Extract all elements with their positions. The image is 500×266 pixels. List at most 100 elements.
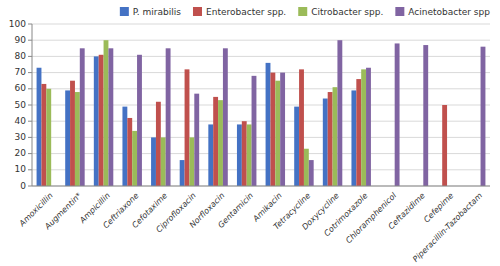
legend-swatch	[298, 7, 307, 16]
y-tick-label: 80	[15, 51, 27, 61]
bar	[151, 137, 156, 186]
bar	[161, 137, 166, 186]
legend-item: Enterobacter spp.	[193, 7, 286, 17]
y-tick	[28, 169, 32, 170]
y-tick	[28, 186, 32, 187]
bar	[304, 149, 309, 186]
bar	[132, 131, 137, 186]
bar	[423, 45, 428, 186]
y-tick-label: 70	[15, 67, 27, 77]
bar	[218, 100, 223, 186]
grid-line	[32, 40, 490, 41]
x-tick-label: Gentamicin	[216, 191, 255, 230]
legend-swatch	[120, 7, 129, 16]
bars	[37, 40, 486, 186]
y-tick-label: 60	[15, 83, 27, 93]
y-tick-label: 100	[9, 19, 26, 29]
grid-line	[32, 24, 490, 25]
bar	[442, 105, 447, 186]
y-tick-label: 30	[15, 132, 27, 142]
bar	[108, 48, 113, 186]
legend-swatch	[395, 7, 404, 16]
legend-item: Citrobacter spp.	[298, 7, 383, 17]
bar	[266, 63, 271, 186]
bar	[294, 107, 299, 186]
bar	[180, 160, 185, 186]
x-tick-label: Chloramphenicol	[344, 190, 399, 245]
bar	[75, 92, 80, 186]
y-tick	[28, 121, 32, 122]
y-tick-label: 50	[15, 100, 27, 110]
bar	[366, 68, 371, 186]
bar	[275, 81, 280, 186]
bar	[328, 92, 333, 186]
y-tick	[28, 153, 32, 154]
y-tick	[28, 56, 32, 57]
legend-label: Enterobacter spp.	[206, 7, 286, 17]
chart: 0 10 20 30 40 50 60 70 80 90 100 AmoxicillinAugment…	[0, 0, 500, 266]
bar	[213, 97, 218, 186]
bar	[333, 87, 338, 186]
bar	[337, 40, 342, 186]
bar	[122, 107, 127, 186]
y-tick-label: 40	[15, 116, 27, 126]
legend-swatch	[193, 7, 202, 16]
bar	[194, 94, 199, 186]
y-tick	[28, 72, 32, 73]
bar	[185, 69, 190, 186]
bar	[137, 55, 142, 186]
bar	[223, 48, 228, 186]
y-tick-label: 0	[20, 181, 26, 191]
y-tick-label: 90	[15, 35, 27, 45]
y-tick	[28, 88, 32, 89]
bar	[351, 90, 356, 186]
y-axis: 0 10 20 30 40 50 60 70 80 90 100	[9, 19, 32, 191]
bar	[252, 76, 257, 186]
legend-label: Acinetobacter spp	[408, 7, 490, 17]
x-tick-label: Piperacillin-Tazobactam	[411, 191, 484, 264]
bar	[65, 90, 70, 186]
bar	[299, 69, 304, 186]
legend-item: Acinetobacter spp	[395, 7, 490, 17]
bar	[395, 43, 400, 186]
y-tick	[28, 40, 32, 41]
bar	[104, 40, 109, 186]
grid-line	[32, 186, 490, 187]
bar	[280, 73, 285, 186]
x-axis: AmoxicillinAugmentin*AmpicillinCeftriaxo…	[17, 190, 484, 263]
bar	[237, 124, 242, 186]
legend-label: Citrobacter spp.	[311, 7, 383, 17]
bar	[481, 47, 486, 186]
x-tick-label: Augmentin*	[42, 191, 83, 232]
y-tick	[28, 137, 32, 138]
bar	[361, 69, 366, 186]
bar	[242, 121, 247, 186]
x-axis-line	[32, 186, 490, 187]
y-tick-label: 10	[15, 164, 27, 174]
legend: P. mirabilis Enterobacter spp. Citrobacter…	[120, 7, 490, 17]
bar	[41, 84, 46, 186]
bar	[247, 124, 252, 186]
legend-label: P. mirabilis	[133, 7, 181, 17]
bar	[80, 48, 85, 186]
bar	[156, 102, 161, 186]
bar	[127, 118, 132, 186]
y-tick	[28, 105, 32, 106]
x-tick-label: Ceftazidime	[387, 191, 427, 231]
bar	[309, 160, 314, 186]
bar	[94, 56, 99, 186]
bar	[70, 81, 75, 186]
bar	[37, 68, 42, 186]
bar	[323, 99, 328, 186]
bar	[189, 137, 194, 186]
bar	[356, 79, 361, 186]
bar	[166, 48, 171, 186]
bar	[208, 124, 213, 186]
y-axis-line	[32, 24, 33, 186]
legend-item: P. mirabilis	[120, 7, 181, 17]
y-tick-label: 20	[15, 148, 27, 158]
bar	[99, 55, 104, 186]
bar	[270, 73, 275, 186]
bar	[46, 89, 51, 186]
grid	[32, 24, 490, 186]
